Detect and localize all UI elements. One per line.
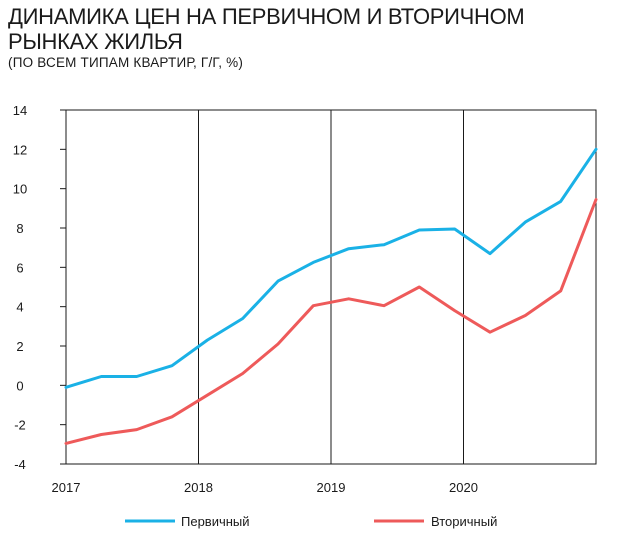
chart-title: ДИНАМИКА ЦЕН НА ПЕРВИЧНОМ И ВТОРИЧНОМ РЫ… bbox=[8, 4, 525, 54]
legend-label: Первичный bbox=[181, 514, 250, 529]
y-tick-label: -2 bbox=[14, 418, 26, 433]
y-tick-label: 12 bbox=[13, 142, 27, 157]
y-tick-label: -4 bbox=[14, 457, 26, 472]
y-tick-label: 10 bbox=[13, 182, 27, 197]
y-tick-label: 0 bbox=[16, 378, 23, 393]
y-tick-label: 2 bbox=[16, 339, 23, 354]
x-tick-label: 2020 bbox=[449, 480, 478, 495]
y-tick-label: 8 bbox=[16, 221, 23, 236]
x-tick-label: 2018 bbox=[184, 480, 213, 495]
y-tick-label: 14 bbox=[13, 103, 27, 118]
series-line-secondary bbox=[64, 198, 598, 445]
series-line-primary bbox=[64, 147, 598, 389]
legend-label: Вторичный bbox=[431, 514, 497, 529]
y-tick-label: 6 bbox=[16, 260, 23, 275]
x-tick-label: 2017 bbox=[52, 480, 81, 495]
x-tick-label: 2019 bbox=[317, 480, 346, 495]
chart-subtitle: (ПО ВСЕМ ТИПАМ КВАРТИР, Г/Г, %) bbox=[8, 55, 244, 70]
y-tick-label: 4 bbox=[16, 300, 23, 315]
